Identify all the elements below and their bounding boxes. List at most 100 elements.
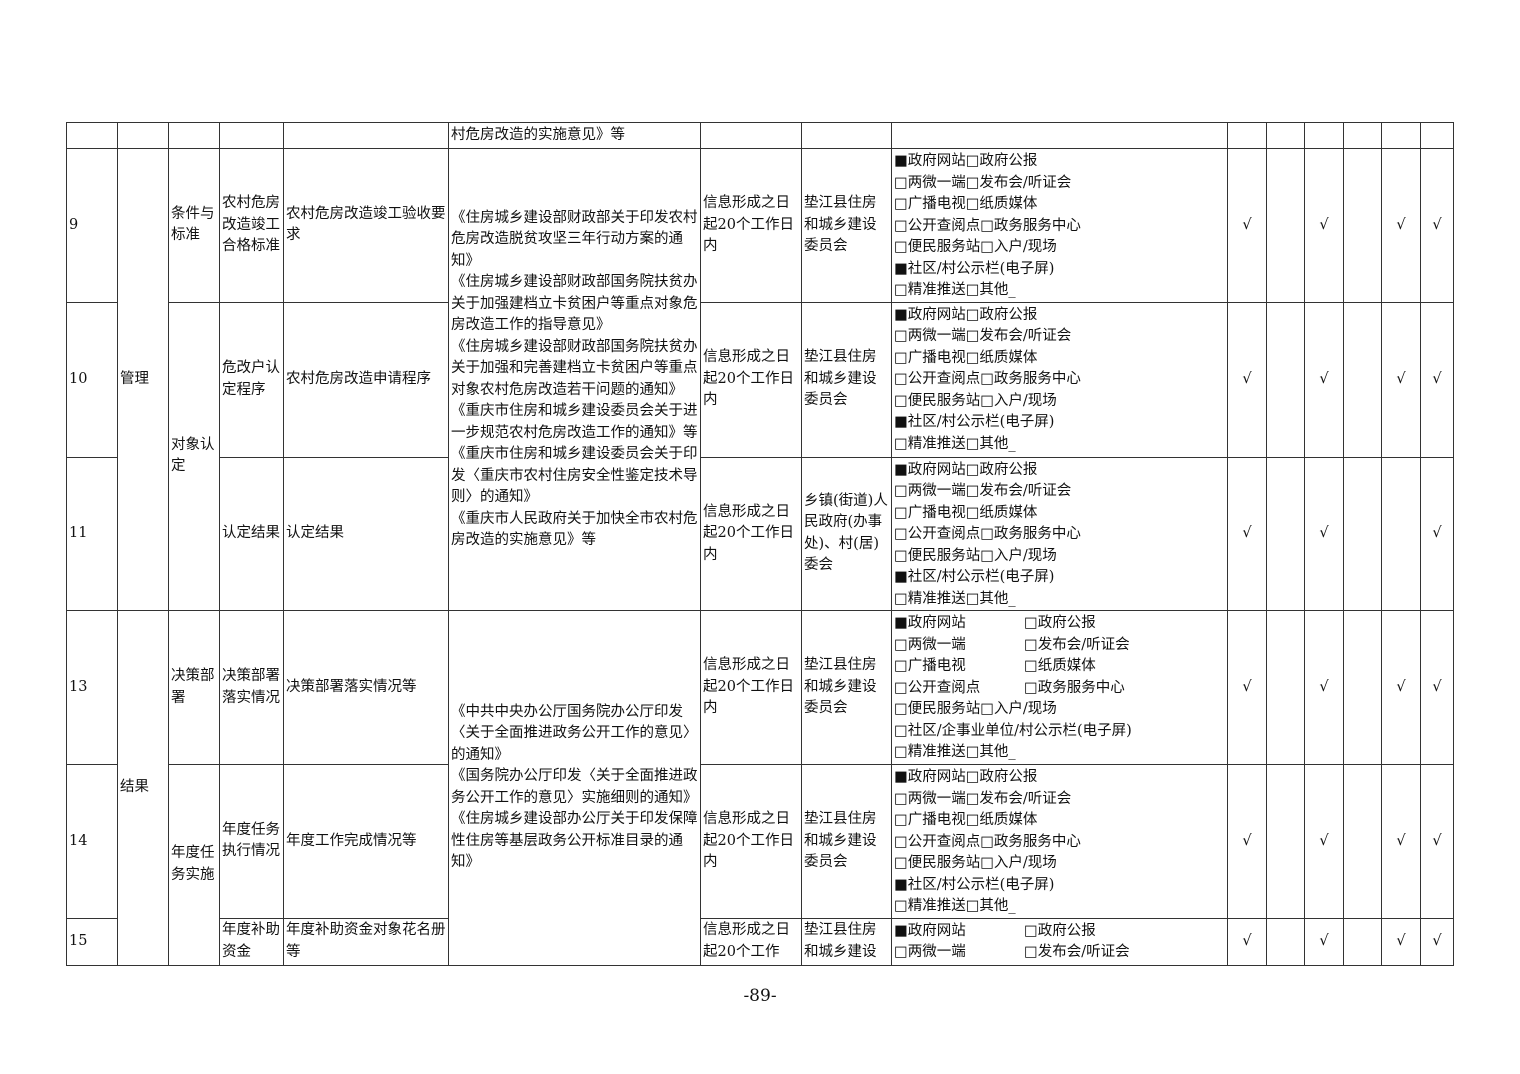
channel-option: □两微一端 — [894, 944, 966, 960]
basis-text: 《住房城乡建设部财政部关于印发农村危房改造脱贫攻坚三年行动方案的通知》 — [451, 209, 698, 269]
channel-line: □社区/企事业单位/村公示栏(电子屏) — [894, 722, 1132, 739]
channel-line: □广播电视□纸质媒体 — [894, 656, 1225, 678]
check-cell: √ — [1420, 610, 1454, 765]
basis-text: 《重庆市住房和城乡建设委员会关于进一步规范农村危房改造工作的通知》等 — [451, 403, 698, 441]
check-cell: √ — [1227, 764, 1267, 919]
channel-option: □两微一端 — [894, 636, 966, 653]
table-row: 11 认定结果 认定结果 信息形成之日起20个工作日内 乡镇(街道)人民政府(办事处)、… — [66, 456, 1454, 611]
category-cell: 管理 — [117, 148, 169, 611]
basis-cell: 村危房改造的实施意见》等 — [448, 122, 701, 149]
channel-option: ■政府网站 — [894, 922, 966, 939]
basis-text: 《住房城乡建设部财政部国务院扶贫办关于加强建档立卡贫困户等重点对象危房改造工作的… — [451, 274, 698, 333]
subgroup-cell: 决策部署 — [168, 610, 220, 765]
channel-line: □两微一端□发布会/听证会 — [894, 635, 1225, 657]
empty-cell — [66, 122, 118, 149]
check-cell — [1343, 610, 1382, 765]
row-number: 14 — [66, 764, 118, 919]
check-cell — [1343, 456, 1382, 611]
item-cell: 年度补助资金 — [219, 917, 284, 966]
disclosure-table: 村危房改造的实施意见》等 9 管理 条件与标准 农村危房改造竣工合格标准 农村危房改造竣工… — [66, 122, 1454, 966]
channel-line: ■社区/村公示栏(电子屏) — [894, 569, 1055, 585]
subject-cell: 垫江县住房和城乡建设委员会 — [801, 610, 892, 765]
channel-line: □广播电视□纸质媒体 — [894, 196, 1038, 212]
check-cell: √ — [1381, 917, 1421, 966]
check-cell: √ — [1227, 301, 1267, 458]
subgroup-cell: 对象认定 — [168, 301, 220, 611]
channels-cell: ■政府网站 □政府公报 □两微一端 □发布会/听证会 — [891, 917, 1228, 966]
check-cell — [1343, 764, 1382, 919]
channels-cell: ■政府网站□政府公报 □两微一端□发布会/听证会 □广播电视□纸质媒体 □公开查阅点□… — [891, 764, 1228, 919]
table-row: 14 年度任务实施 年度任务执行情况 年度工作完成情况等 信息形成之日起20个工作日内垫… — [66, 764, 1454, 966]
content-cell: 年度补助资金对象花名册等 — [283, 917, 449, 966]
time-cell: 信息形成之日起20个工作日内 — [700, 148, 802, 303]
basis-text: 《住房城乡建设部财政部国务院扶贫办关于加强和完善建档立卡贫困户等重点对象农村危房… — [451, 338, 698, 398]
empty-cell — [700, 122, 802, 149]
basis-text: 《中共中央办公厅国务院办公厅印发〈关于全面推进政务公开工作的意见〉的通知》 — [451, 703, 698, 763]
channels-cell: ■政府网站□政府公报 □两微一端□发布会/听证会 □广播电视□纸质媒体 □公开查阅点□… — [891, 301, 1228, 458]
channel-line: ■政府网站□政府公报 — [894, 613, 1225, 635]
empty-cell — [219, 122, 284, 149]
channel-option: □政府公报 — [1024, 922, 1096, 939]
channel-line: □精准推送□其他_ — [894, 898, 1016, 914]
content-cell: 农村危房改造竣工验收要求 — [283, 148, 449, 303]
channel-line: □便民服务站□入户/现场 — [894, 855, 1057, 871]
channel-option: □广播电视 — [894, 658, 966, 674]
check-cell: √ — [1381, 301, 1421, 458]
channel-line: □广播电视□纸质媒体 — [894, 504, 1038, 521]
table-row: 13 结果 决策部署 决策部署落实情况 决策部署落实情况等 《中共中央办公厅国务院办公厅印… — [66, 610, 1454, 966]
check-cell — [1266, 917, 1305, 966]
subgroup-cell: 年度任务实施 — [168, 764, 220, 966]
check-cell: √ — [1304, 301, 1344, 458]
channel-line: ■社区/村公示栏(电子屏) — [894, 876, 1055, 893]
channel-line: ■政府网站□政府公报 — [894, 153, 1038, 169]
empty-cell — [1227, 122, 1267, 149]
row-number: 11 — [66, 456, 118, 611]
check-cell: √ — [1304, 764, 1344, 919]
check-cell: √ — [1304, 456, 1344, 611]
check-cell: √ — [1304, 610, 1344, 765]
empty-cell — [117, 122, 169, 149]
category-cell: 结果 — [117, 610, 169, 966]
channel-line: ■政府网站 □政府公报 — [894, 921, 1225, 943]
check-cell: √ — [1420, 456, 1454, 611]
time-cell: 信息形成之日起20个工作日内 — [700, 456, 802, 611]
channel-line: □两微一端□发布会/听证会 — [894, 174, 1072, 191]
table-row: 10 对象认定 危改户认定程序 农村危房改造申请程序 信息形成之日起20个工作日内 垫江县… — [66, 301, 1454, 611]
empty-cell — [1420, 122, 1454, 149]
channel-line: □广播电视□纸质媒体 — [894, 812, 1038, 828]
empty-cell — [891, 122, 1228, 149]
channels-cell: ■政府网站□政府公报 □两微一端□发布会/听证会 □广播电视□纸质媒体 □公开查阅点□… — [891, 148, 1228, 303]
time-cell: 信息形成之日起20个工作 — [700, 917, 802, 966]
row-number: 10 — [66, 301, 118, 458]
check-cell: √ — [1420, 917, 1454, 966]
content-cell: 年度工作完成情况等 — [283, 764, 449, 919]
content-cell: 决策部署落实情况等 — [283, 610, 449, 765]
check-cell — [1266, 764, 1305, 919]
check-cell — [1266, 148, 1305, 303]
check-cell: √ — [1227, 148, 1267, 303]
page-number: -89- — [743, 986, 777, 1006]
content-cell: 认定结果 — [283, 456, 449, 611]
basis-text: 《住房城乡建设部办公厅关于印发保障性住房等基层政务公开标准目录的通知》 — [451, 811, 698, 871]
time-cell: 信息形成之日起20个工作日内 — [700, 301, 802, 458]
basis-text: 《重庆市人民政府关于加快全市农村危房改造的实施意见》等 — [451, 510, 698, 549]
item-cell: 农村危房改造竣工合格标准 — [219, 148, 284, 303]
time-cell: 信息形成之日起20个工作日内 — [700, 610, 802, 765]
check-cell: √ — [1381, 148, 1421, 303]
basis-text: 《国务院办公厅印发〈关于全面推进政务公开工作的意见〉实施细则的通知》 — [451, 768, 698, 806]
channel-line: □便民服务站□入户/现场 — [894, 392, 1057, 409]
channel-line: □两微一端□发布会/听证会 — [894, 790, 1072, 807]
channel-line: □精准推送□其他_ — [894, 435, 1016, 452]
check-cell: √ — [1304, 148, 1344, 303]
check-cell: √ — [1304, 917, 1344, 966]
channel-option: □政府公报 — [1024, 615, 1096, 631]
channel-line: ■政府网站□政府公报 — [894, 461, 1038, 478]
subgroup-cell: 条件与标准 — [168, 148, 220, 303]
content-cell: 农村危房改造申请程序 — [283, 301, 449, 458]
empty-cell — [283, 122, 449, 149]
check-cell: √ — [1381, 764, 1421, 919]
check-cell: √ — [1381, 610, 1421, 765]
check-cell: √ — [1227, 917, 1267, 966]
table-row: 9 管理 条件与标准 农村危房改造竣工合格标准 农村危房改造竣工验收要求 《住房城乡建设部… — [66, 148, 1454, 611]
check-cell — [1343, 148, 1382, 303]
